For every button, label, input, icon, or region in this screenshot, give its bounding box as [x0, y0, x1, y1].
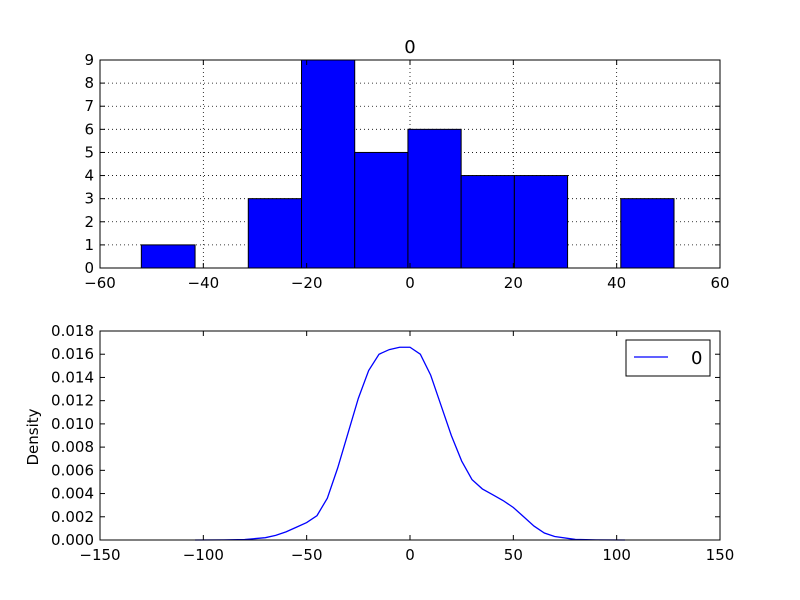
y-tick-label: 0.008: [51, 438, 94, 456]
histogram-ticks: [99, 59, 721, 269]
x-tick-label: −100: [183, 546, 224, 564]
x-tick-label: 0: [405, 546, 415, 564]
y-tick-label: 2: [84, 213, 94, 231]
density-y-tick-labels: 0.000 0.002 0.004 0.006 0.008 0.010 0.012 0.014…: [51, 322, 94, 549]
histogram-bar: [140, 244, 196, 269]
y-tick-label: 0: [84, 259, 94, 277]
x-tick-label: −40: [188, 274, 220, 292]
x-tick-label: 20: [504, 274, 523, 292]
density-ticks: [99, 330, 721, 541]
y-tick-label: 0.002: [51, 508, 94, 526]
density-x-tick-labels: −150 −100 −50 0 50 100 150: [79, 546, 734, 564]
y-tick-label: 5: [84, 143, 94, 161]
density-line-series-0: [195, 346, 625, 541]
x-tick-label: −60: [84, 274, 116, 292]
density-y-axis-label: Density: [24, 408, 42, 465]
y-tick-label: 3: [84, 190, 94, 208]
x-tick-label: 50: [504, 546, 523, 564]
y-tick-label: 8: [84, 74, 94, 92]
y-tick-label: 9: [84, 51, 94, 69]
histogram-bar: [620, 198, 675, 269]
histogram-bar: [513, 175, 569, 269]
histogram-title: 0: [404, 37, 415, 58]
y-tick-label: 0.016: [51, 345, 94, 363]
histogram-y-tick-labels: 0 1 2 3 4 5 6 7 8 9: [84, 51, 94, 277]
x-tick-label: 40: [607, 274, 626, 292]
y-tick-label: 6: [84, 120, 94, 138]
y-tick-label: 0.006: [51, 461, 94, 479]
y-tick-label: 0.018: [51, 322, 94, 340]
y-tick-label: 0.014: [51, 368, 94, 386]
histogram-bar: [247, 198, 303, 269]
density-legend: 0: [625, 339, 711, 377]
x-tick-label: 0: [405, 274, 415, 292]
y-tick-label: 4: [84, 167, 94, 185]
histogram-bar: [407, 128, 462, 269]
histogram-bars: [140, 59, 675, 269]
histogram-panel: −60 −40 −20 0 20 40 60 0 1 2 3 4 5 6 7 8 9 0: [84, 37, 729, 292]
density-panel: −150 −100 −50 0 50 100 150 0.0000.0020.0040.00…: [24, 322, 734, 564]
histogram-bar: [354, 151, 409, 269]
x-tick-label: 100: [602, 546, 631, 564]
histogram-bar: [301, 59, 356, 269]
x-tick-label: −150: [79, 546, 120, 564]
y-tick-label: 0.010: [51, 415, 94, 433]
legend-box: [625, 339, 711, 377]
y-tick-label: 0.000: [51, 531, 94, 549]
histogram-bar: [460, 175, 515, 269]
x-tick-label: 150: [706, 546, 735, 564]
legend-entry-0: 0: [691, 348, 702, 369]
y-tick-label: 1: [84, 236, 94, 254]
y-tick-label: 7: [84, 97, 94, 115]
histogram-x-tick-labels: −60 −40 −20 0 20 40 60: [84, 274, 729, 292]
y-tick-label: 0.004: [51, 485, 94, 503]
x-tick-label: −20: [291, 274, 323, 292]
y-tick-label: 0.012: [51, 392, 94, 410]
x-tick-label: −50: [291, 546, 323, 564]
x-tick-label: 60: [710, 274, 729, 292]
